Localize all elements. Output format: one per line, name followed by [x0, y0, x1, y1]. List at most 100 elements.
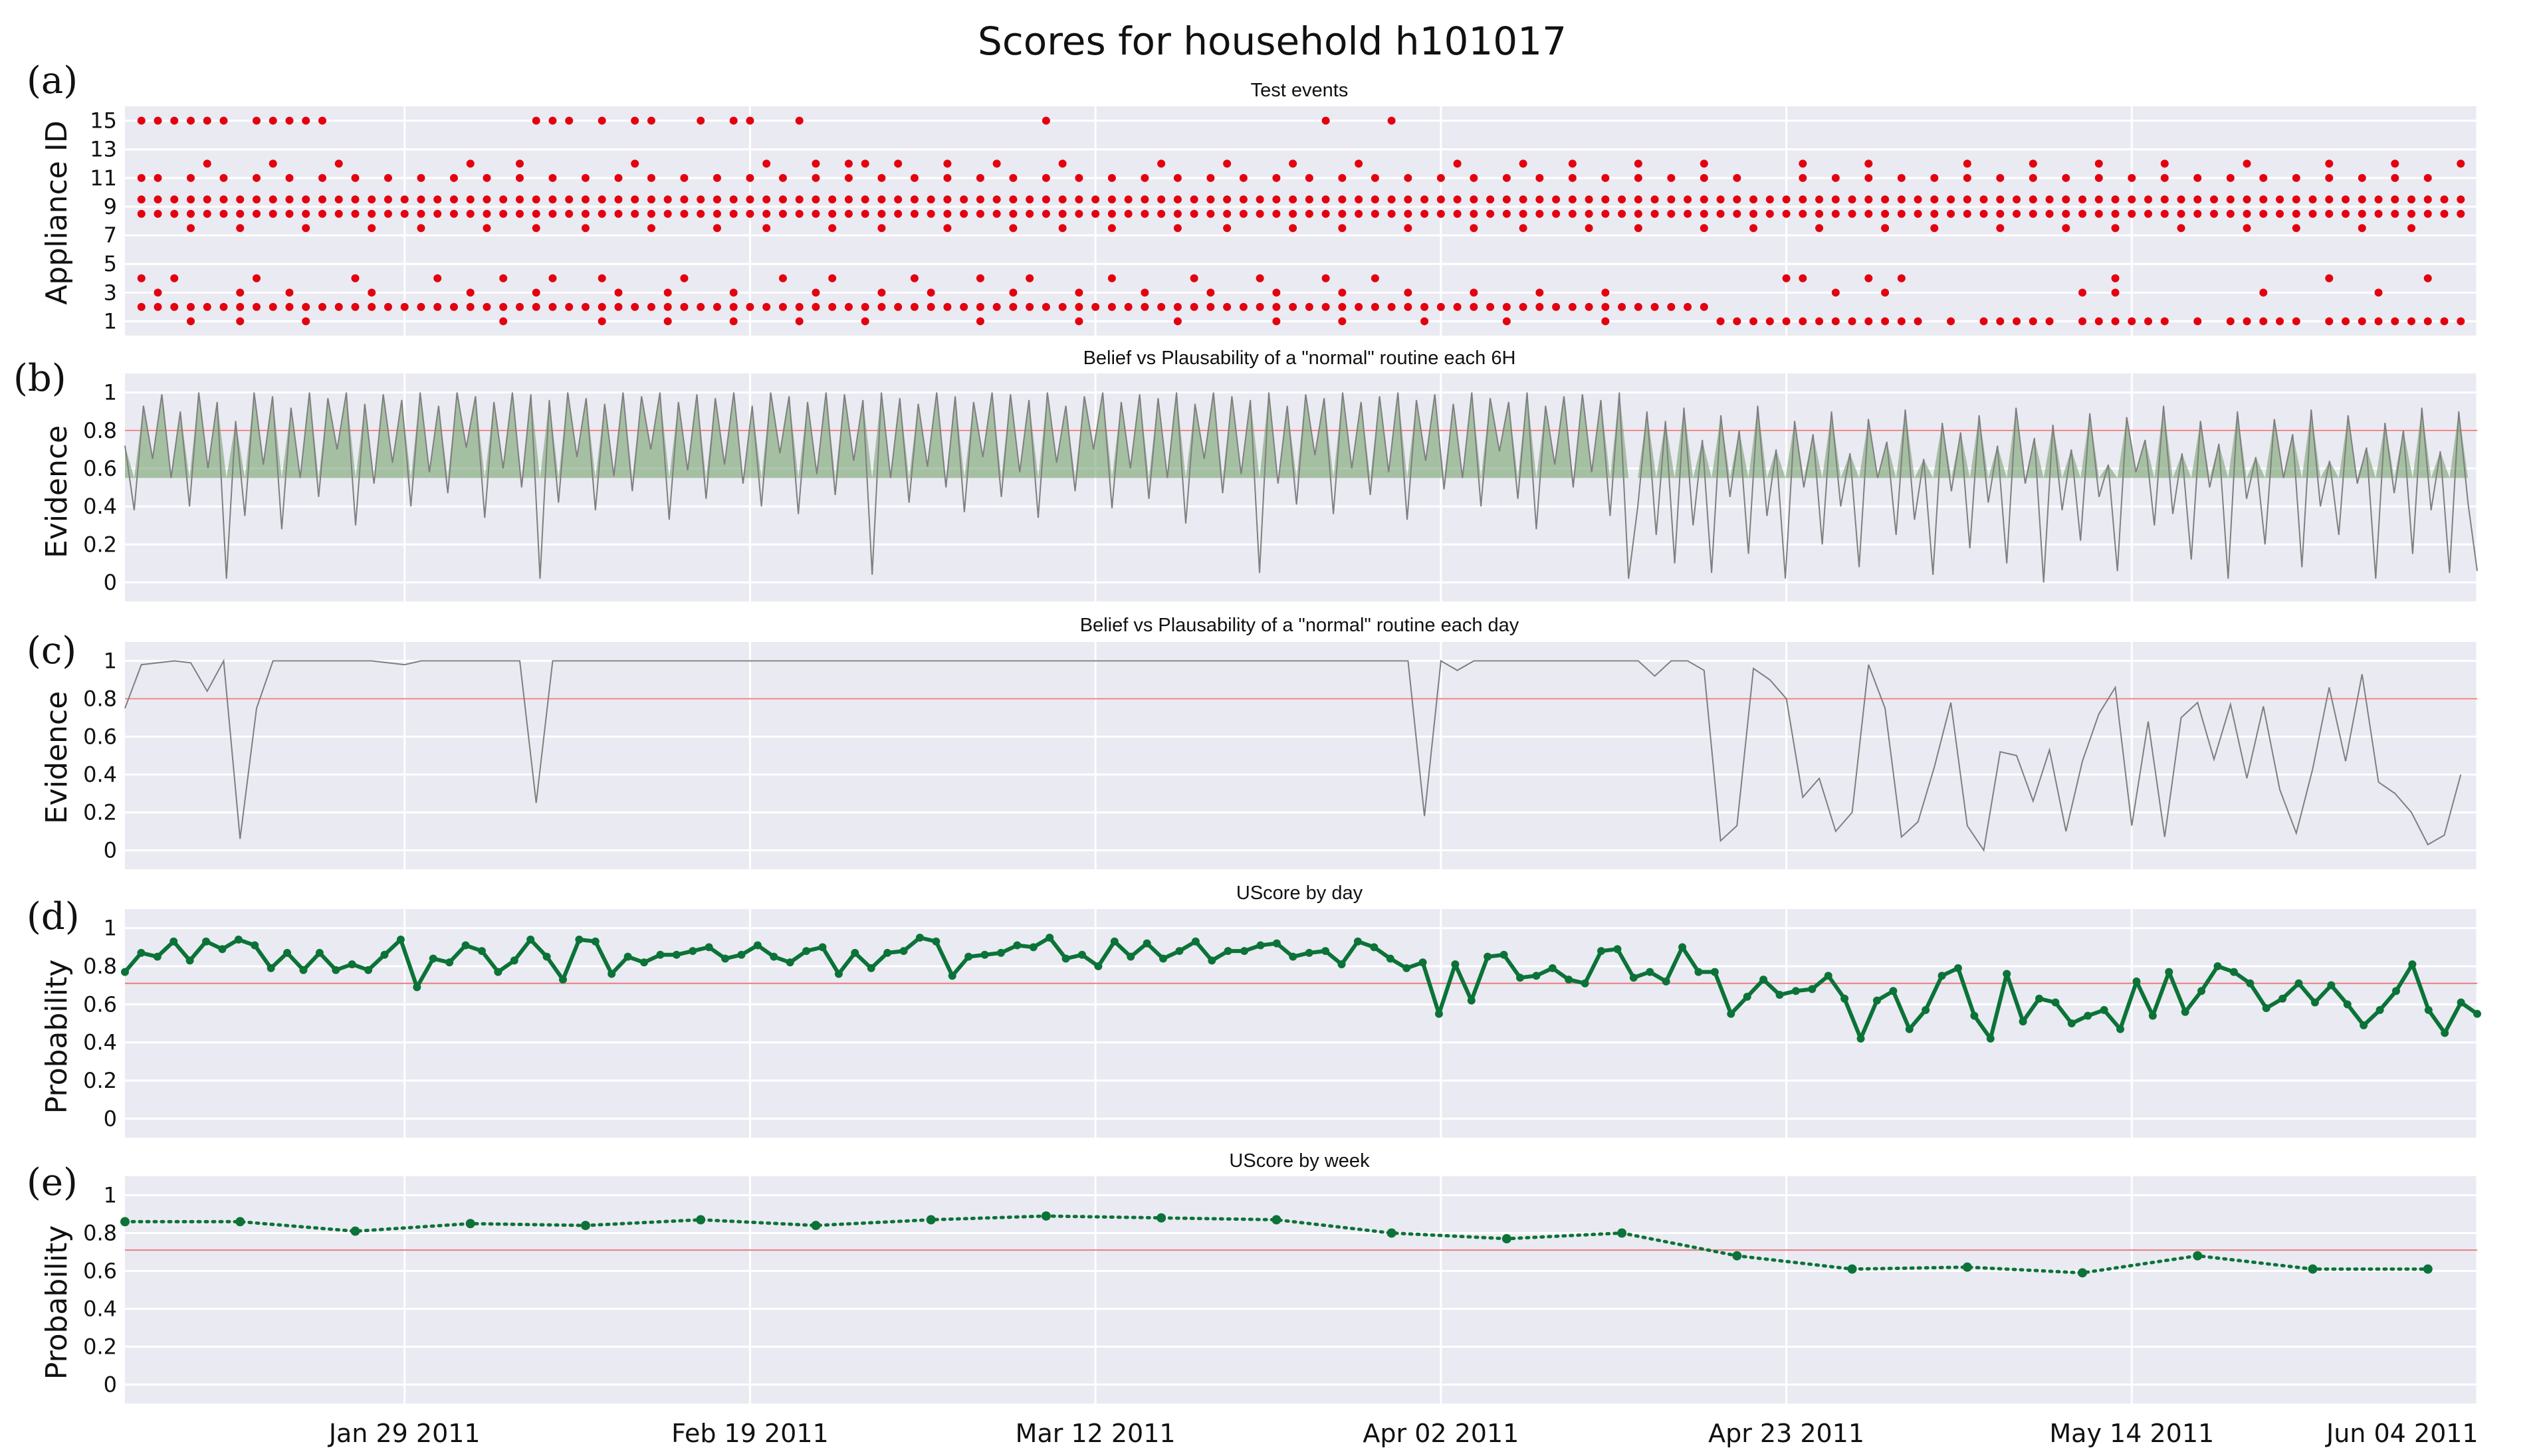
event-point — [2094, 195, 2103, 204]
event-point — [2391, 159, 2399, 168]
event-point — [318, 302, 326, 311]
event-point — [1963, 209, 1971, 218]
event-point — [1601, 302, 1610, 311]
event-point — [762, 209, 771, 218]
uscore-point — [656, 950, 665, 959]
event-point — [647, 209, 655, 218]
event-point — [186, 224, 195, 233]
event-point — [285, 116, 294, 125]
event-point — [1864, 195, 1873, 204]
event-point — [2358, 317, 2366, 326]
event-point — [713, 209, 721, 218]
event-point — [1881, 195, 1890, 204]
event-point — [795, 209, 804, 218]
event-point — [2062, 173, 2070, 182]
uscore-point — [396, 935, 405, 944]
event-point — [1979, 209, 1988, 218]
uscore-point — [2132, 977, 2141, 986]
event-point — [2259, 317, 2268, 326]
event-point — [1321, 274, 1330, 282]
uscore-point — [477, 947, 486, 956]
event-point — [154, 288, 162, 297]
event-point — [186, 173, 195, 182]
event-point — [1848, 195, 1856, 204]
event-point — [2391, 209, 2399, 218]
event-point — [532, 195, 540, 204]
event-point — [302, 317, 310, 326]
y-tick-label: 0.6 — [83, 724, 117, 750]
event-point — [2144, 317, 2153, 326]
event-point — [1305, 302, 1313, 311]
event-point — [1700, 173, 1708, 182]
event-point — [2128, 317, 2136, 326]
panel-title: UScore by week — [1229, 1150, 1370, 1172]
event-point — [729, 288, 738, 297]
event-point — [1667, 302, 1676, 311]
event-point — [1881, 288, 1890, 297]
event-point — [252, 274, 261, 282]
event-point — [1091, 302, 1100, 311]
event-point — [1223, 159, 1232, 168]
event-point — [960, 209, 968, 218]
event-point — [713, 195, 721, 204]
event-point — [1436, 173, 1445, 182]
event-point — [778, 195, 787, 204]
event-point — [1864, 159, 1873, 168]
event-point — [1404, 209, 1412, 218]
event-point — [1634, 302, 1642, 311]
event-point — [1502, 195, 1511, 204]
event-point — [795, 317, 804, 326]
event-point — [729, 195, 738, 204]
uscore-point — [753, 941, 762, 950]
event-point — [2423, 209, 2432, 218]
event-point — [1535, 195, 1544, 204]
event-point — [565, 302, 574, 311]
uscore-point — [2308, 1264, 2318, 1274]
event-point — [2062, 224, 2070, 233]
uscore-point — [770, 952, 778, 961]
uscore-point — [867, 964, 875, 972]
event-point — [1470, 209, 1478, 218]
event-point — [581, 302, 590, 311]
uscore-point — [2343, 1000, 2352, 1009]
event-point — [2292, 195, 2300, 204]
event-point — [1979, 317, 1988, 326]
event-point — [1338, 224, 1347, 233]
event-point — [1502, 317, 1511, 326]
event-point — [2177, 224, 2185, 233]
event-point — [466, 288, 475, 297]
event-point — [1173, 173, 1182, 182]
event-point — [1486, 302, 1495, 311]
event-point — [368, 195, 376, 204]
uscore-point — [640, 958, 649, 967]
event-point — [302, 302, 310, 311]
uscore-point — [980, 950, 989, 959]
uscore-point — [2116, 1025, 2125, 1033]
y-tick-label: 9 — [104, 194, 117, 219]
event-point — [1436, 302, 1445, 311]
uscore-point — [2408, 960, 2417, 969]
event-point — [1256, 274, 1264, 282]
event-point — [2423, 274, 2432, 282]
event-point — [1634, 159, 1642, 168]
event-point — [2374, 317, 2383, 326]
event-point — [1190, 209, 1198, 218]
event-point — [1420, 209, 1429, 218]
event-point — [943, 173, 952, 182]
event-point — [2177, 209, 2185, 218]
event-point — [1831, 173, 1840, 182]
event-point — [1338, 288, 1347, 297]
event-point — [137, 302, 146, 311]
uscore-point — [1953, 964, 1962, 972]
uscore-line — [123, 1214, 2430, 1275]
event-point — [1749, 224, 1758, 233]
uscore-point — [2360, 1021, 2368, 1029]
uscore-point — [689, 947, 697, 956]
uscore-point — [121, 968, 129, 976]
event-point — [992, 302, 1001, 311]
event-point — [1223, 209, 1232, 218]
event-point — [515, 302, 524, 311]
y-tick-label: 0.4 — [83, 762, 117, 787]
event-point — [1305, 173, 1313, 182]
event-point — [1289, 159, 1297, 168]
